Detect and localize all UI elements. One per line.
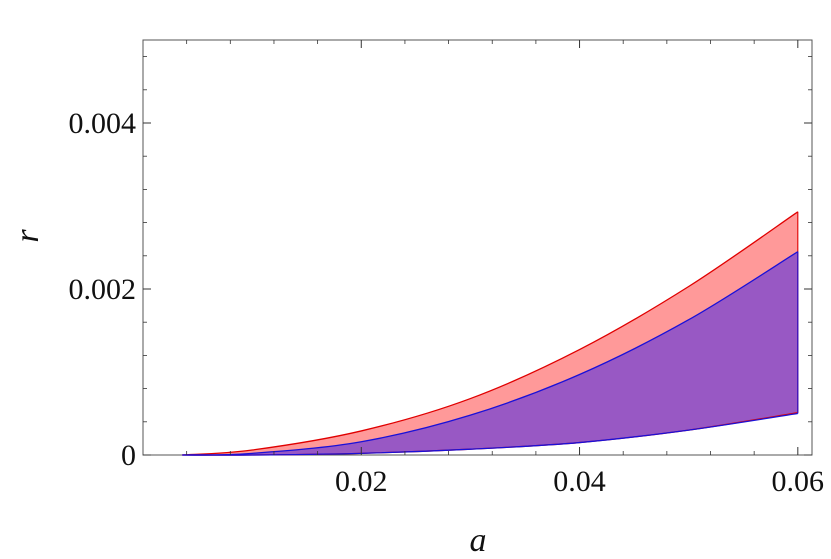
y-tick-label: 0.004 xyxy=(69,107,137,140)
y-tick-label: 0.002 xyxy=(69,273,137,306)
x-tick-label: 0.06 xyxy=(772,465,825,498)
series-2-upper-curve xyxy=(182,251,799,456)
x-tick-label: 0.04 xyxy=(553,465,606,498)
series-1-upper-curve xyxy=(182,211,799,456)
x-tick-label: 0.02 xyxy=(335,465,388,498)
y-tick-label: 0 xyxy=(121,439,136,472)
y-axis-label: r xyxy=(9,229,46,243)
series-layer xyxy=(182,211,799,456)
plot-frame xyxy=(142,39,813,456)
tick-layer: 0.02 0.04 0.06 0 0.002 0.004 xyxy=(69,40,825,498)
series-2-lower-curve xyxy=(182,412,798,456)
series-2-band xyxy=(182,251,798,456)
x-axis-label: a xyxy=(470,522,487,559)
